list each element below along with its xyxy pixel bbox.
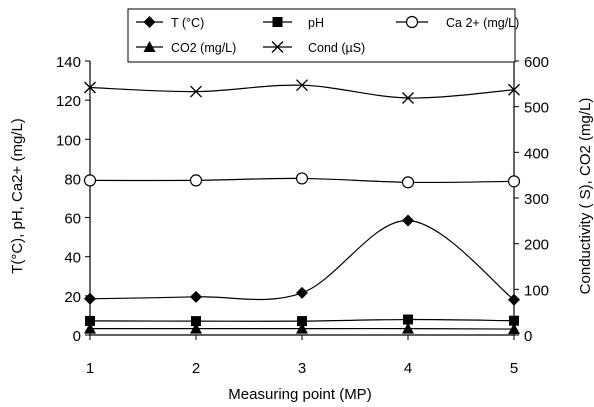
- legend-item: T (°C): [136, 16, 204, 30]
- series-layer: [83, 79, 521, 335]
- y-left-tick-label: 120: [56, 93, 81, 110]
- y-left-tick-label: 140: [56, 54, 81, 71]
- y-left-tick-label: 40: [64, 250, 81, 267]
- data-point: [402, 214, 414, 227]
- data-point: [84, 322, 96, 334]
- data-point: [83, 174, 97, 187]
- y-left-tick-label: 60: [64, 211, 81, 228]
- data-point: [296, 322, 308, 334]
- data-point: [84, 81, 96, 94]
- data-point: [190, 322, 202, 334]
- data-point: [84, 292, 96, 305]
- data-point: [508, 293, 520, 306]
- x-tick-label: 2: [192, 360, 200, 377]
- legend-label: CO2 (mg/L): [171, 41, 236, 55]
- legend-item: Cond (µS): [263, 41, 365, 55]
- data-point: [508, 323, 520, 335]
- legend-item: CO2 (mg/L): [136, 41, 236, 55]
- legend-marker: [143, 41, 156, 52]
- y-right-tick-label: 0: [524, 328, 532, 345]
- data-point: [295, 172, 309, 185]
- x-axis-title: Measuring point (MP): [228, 386, 371, 403]
- x-tick-label: 3: [298, 360, 306, 377]
- y-axis-right-title: Conductivity ( S), CO2 (mg/L): [577, 98, 594, 295]
- legend-marker: [405, 15, 419, 29]
- data-point: [85, 315, 95, 326]
- data-point: [296, 286, 308, 299]
- series-4: [84, 79, 520, 104]
- legend-label: Cond (µS): [308, 41, 365, 55]
- y-right-tick-label: 200: [524, 237, 549, 254]
- data-point: [509, 315, 519, 326]
- data-point: [296, 79, 308, 92]
- data-point: [401, 176, 415, 189]
- legend-label: T (°C): [171, 16, 204, 30]
- y-left-tick-label: 100: [56, 132, 81, 149]
- x-tick-label: 1: [86, 360, 94, 377]
- y-right-tick-label: 300: [524, 191, 549, 208]
- x-tick-label: 4: [404, 360, 412, 377]
- axes: 0 20 40 60 80 100 120 140 0 100 200 300 400 500 600 1 2 3…: [56, 54, 549, 377]
- legend-label: pH: [308, 16, 324, 30]
- legend-marker: [143, 16, 156, 28]
- y-right-tick-label: 100: [524, 282, 549, 299]
- y-left-tick-label: 80: [64, 171, 81, 188]
- series-1: [85, 314, 519, 327]
- y-right-tick-label: 500: [524, 100, 549, 117]
- series-0: [84, 214, 520, 306]
- series-line: [89, 84, 515, 99]
- data-point: [189, 174, 203, 187]
- data-point: [191, 316, 201, 327]
- data-point: [297, 316, 307, 327]
- legend: T (°C) pH Ca 2+ (mg/L) CO2 (mg/L) Cond (µS): [127, 8, 519, 63]
- y-left-tick-label: 20: [64, 289, 81, 306]
- data-point: [190, 290, 202, 303]
- data-point: [402, 92, 414, 104]
- legend-label: Ca 2+ (mg/L): [446, 16, 519, 30]
- legend-item: Ca 2+ (mg/L): [396, 15, 519, 30]
- data-point: [507, 175, 521, 188]
- data-point: [508, 83, 520, 96]
- legend-item: pH: [263, 16, 324, 30]
- legend-marker: [272, 17, 283, 27]
- data-point: [403, 314, 413, 325]
- legend-box: [127, 8, 516, 63]
- y-axis-left-title: T(°C), pH, Ca2+ (mg/L): [9, 118, 26, 274]
- series-3: [84, 322, 520, 335]
- y-right-tick-label: 600: [524, 54, 549, 71]
- legend-marker: [271, 41, 284, 53]
- y-left-tick-label: 0: [73, 328, 81, 345]
- series-2: [83, 172, 521, 189]
- x-tick-label: 5: [510, 360, 518, 377]
- data-point: [402, 322, 414, 334]
- data-point: [190, 85, 202, 98]
- y-right-tick-label: 400: [524, 145, 549, 162]
